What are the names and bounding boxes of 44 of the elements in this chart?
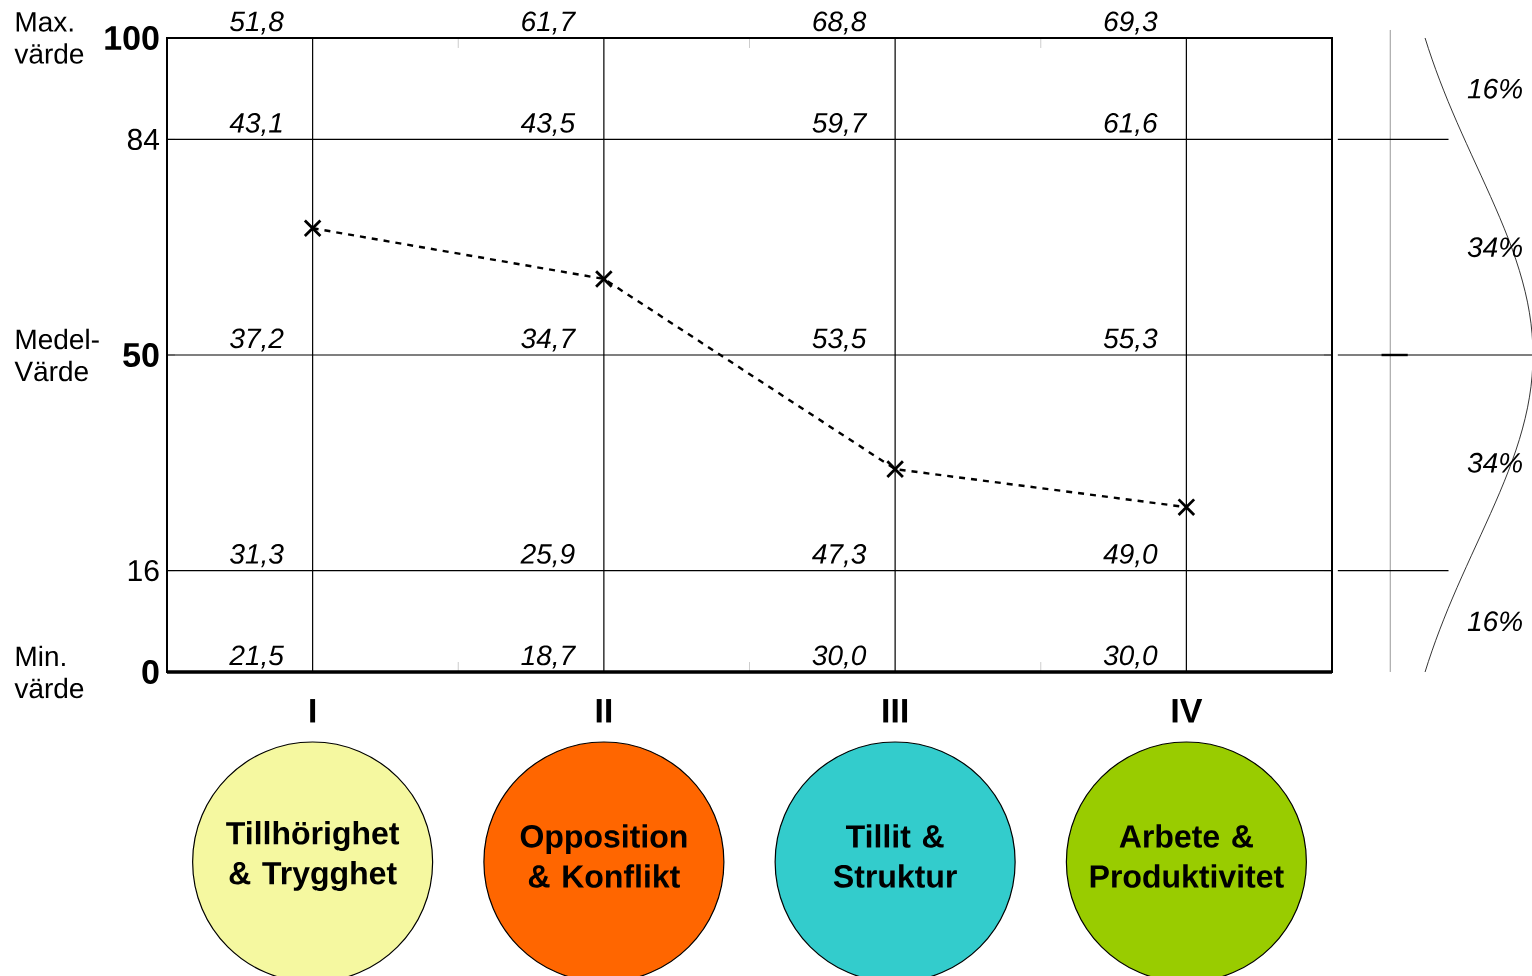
y-tick-label: 16: [128, 559, 159, 582]
text: Max. värde: [14, 12, 84, 64]
x-tick-label: III: [883, 699, 908, 723]
annotation: 21,5: [229, 645, 284, 669]
annotation: 49,0: [1103, 544, 1158, 568]
annotation: 61,6: [1104, 112, 1158, 137]
text: 34%: [1467, 452, 1522, 473]
text: Arbete & Produktivitet: [1090, 824, 1284, 888]
y-tick-label: 0: [142, 659, 159, 685]
text: Min. värde: [14, 645, 84, 699]
annotation: 30,0: [1103, 645, 1158, 669]
text: 68,8: [813, 11, 867, 35]
annotation: 34,7: [521, 328, 576, 352]
annotation: 18,7: [521, 645, 576, 669]
annotation: 30,0: [812, 645, 867, 669]
text: 61,7: [522, 11, 576, 35]
annotation: 43,1: [229, 112, 282, 137]
y-tick-label: 100: [105, 25, 159, 51]
annotation: 37,2: [230, 328, 284, 352]
point: [594, 269, 614, 289]
text: Opposition & Konflikt: [520, 824, 687, 888]
text: 16%: [1467, 78, 1522, 99]
annotation: 53,5: [812, 328, 867, 352]
annotation: 25,9: [520, 544, 575, 568]
text: Tillit & Struktur: [833, 824, 957, 888]
text: 69,3: [1104, 11, 1158, 35]
y-tick-label: 84: [127, 128, 160, 151]
text: 16%: [1467, 611, 1522, 632]
point: [1177, 497, 1196, 517]
annotation: 59,7: [812, 112, 868, 137]
text: Tillhörighet & Trygghet: [226, 821, 400, 891]
text: 34%: [1467, 237, 1522, 258]
annotation: 43,5: [520, 112, 576, 137]
point: [303, 219, 322, 238]
annotation: 31,3: [230, 544, 284, 568]
y-tick-label: 50: [123, 342, 159, 368]
text: Medel-Värde: [14, 328, 99, 382]
x-tick-label: I: [310, 699, 316, 723]
annotation: 47,3: [812, 544, 867, 568]
annotation: 55,3: [1103, 328, 1158, 352]
text: 51,8: [230, 11, 284, 35]
point: [885, 459, 905, 479]
x-tick-label: IV: [1172, 699, 1203, 723]
x-tick-label: II: [596, 699, 612, 723]
